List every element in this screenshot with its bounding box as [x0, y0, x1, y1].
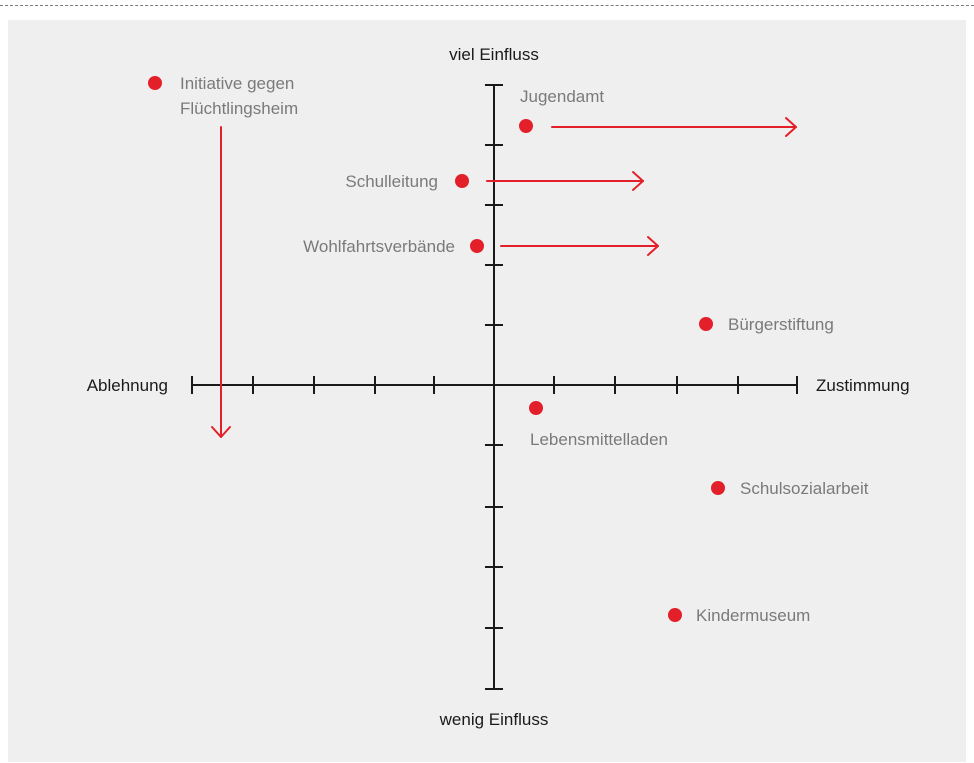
point-initiative [148, 76, 162, 90]
arrow-initiative [212, 127, 230, 437]
axes [192, 85, 797, 689]
axis-label-top: viel Einfluss [449, 45, 539, 64]
stakeholder-labels: Initiative gegen Flüchtlingsheim Jugenda… [180, 74, 869, 625]
axis-label-bottom: wenig Einfluss [439, 710, 549, 729]
axis-label-right: Zustimmung [816, 376, 910, 395]
label-kindermuseum: Kindermuseum [696, 606, 810, 625]
label-schulsozial: Schulsozialarbeit [740, 479, 869, 498]
label-wohlfahrt: Wohlfahrtsverbände [303, 237, 455, 256]
point-buergerstiftung [699, 317, 713, 331]
point-lebensmittel [529, 401, 543, 415]
stakeholder-points [148, 76, 725, 622]
label-lebensmittel: Lebensmittelladen [530, 430, 668, 449]
arrows [212, 118, 796, 437]
label-initiative: Initiative gegen Flüchtlingsheim [180, 74, 299, 118]
point-kindermuseum [668, 608, 682, 622]
arrow-schulleitung [487, 172, 643, 190]
point-jugendamt [519, 119, 533, 133]
point-schulsozial [711, 481, 725, 495]
arrow-wohlfahrt [501, 237, 658, 255]
label-buergerstiftung: Bürgerstiftung [728, 315, 834, 334]
axis-label-left: Ablehnung [87, 376, 168, 395]
label-jugendamt: Jugendamt [520, 87, 604, 106]
point-schulleitung [455, 174, 469, 188]
arrow-jugendamt [552, 118, 796, 136]
label-schulleitung: Schulleitung [345, 172, 438, 191]
point-wohlfahrt [470, 239, 484, 253]
